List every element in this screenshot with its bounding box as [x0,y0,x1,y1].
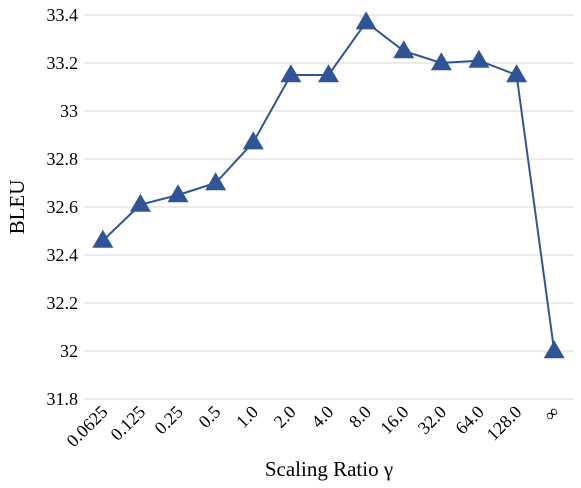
y-tick-label: 33.2 [47,53,79,73]
data-point-marker [468,49,490,68]
y-tick-label: 32.2 [47,293,79,313]
data-point-marker [280,64,302,83]
data-point-marker [393,40,415,59]
y-tick-label: 32.6 [47,197,79,217]
x-tick-label: 16.0 [376,402,412,438]
x-tick-label: 32.0 [414,402,450,438]
x-tick-label: 0.25 [150,402,186,438]
y-tick-label: 31.8 [47,389,79,409]
y-tick-label: 32.4 [47,245,79,265]
data-point-marker [506,64,528,83]
x-tick-label: 8.0 [345,402,375,432]
x-tick-label: 2.0 [270,402,300,432]
x-tick-label: 0.0625 [62,402,111,451]
data-point-marker [205,172,227,191]
data-point-marker [129,193,151,212]
x-tick-label: 0.5 [194,402,224,432]
data-point-marker [92,229,114,248]
x-tick-label: 0.125 [106,402,149,445]
y-tick-label: 32.8 [47,149,79,169]
x-tick-label: 128.0 [483,402,526,445]
data-point-marker [355,11,377,30]
data-point-marker [430,52,452,71]
y-tick-label: 33 [60,101,78,121]
data-point-marker [242,131,264,150]
data-point-marker [543,340,565,359]
x-tick-label: ∞ [540,402,563,425]
y-tick-labels: 31.8 32 32.2 32.4 32.6 32.8 33 33.2 33.4 [47,5,79,409]
x-tick-label: 1.0 [232,402,262,432]
x-tick-label: 4.0 [307,402,337,432]
data-markers [92,11,565,359]
x-axis-title: Scaling Ratio γ [265,457,393,481]
x-tick-label: 64.0 [451,402,487,438]
y-tick-label: 33.4 [47,5,79,25]
gridlines [84,14,573,400]
y-tick-label: 32 [60,341,78,361]
data-point-marker [167,184,189,203]
data-point-marker [318,64,339,83]
y-axis-title: BLEU [5,180,29,235]
